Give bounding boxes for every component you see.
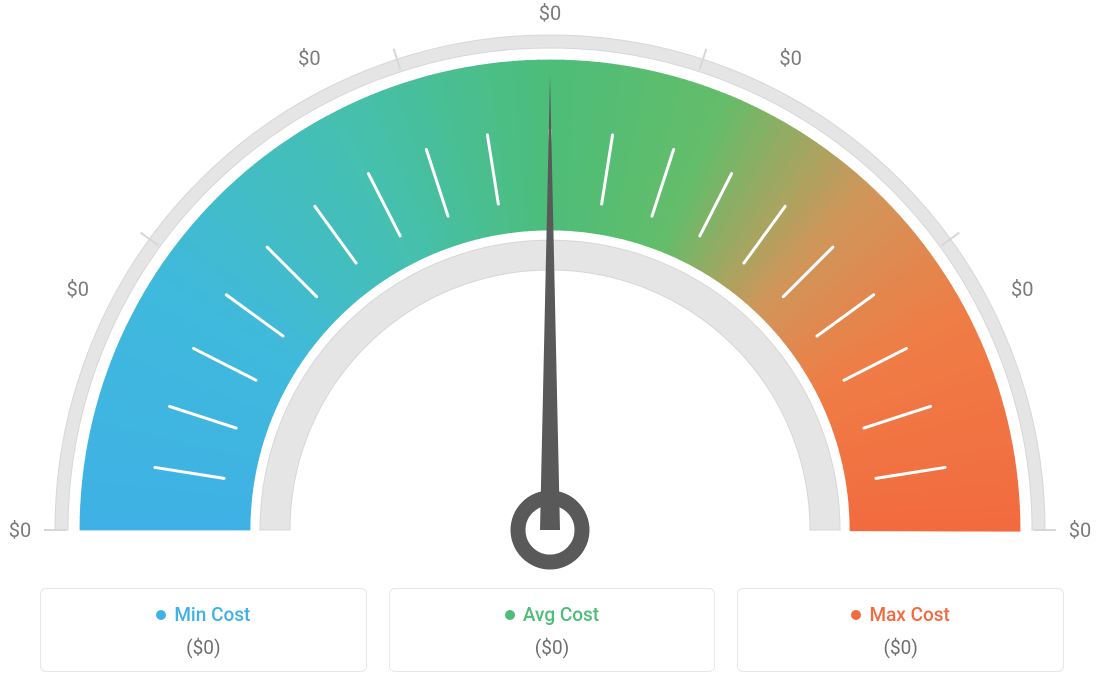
gauge-tick-label: $0 [1011,277,1033,301]
legend-label: Min Cost [174,603,250,626]
legend-dot-icon [505,610,515,620]
gauge-tick-label: $0 [298,46,320,70]
gauge-tick-label: $0 [779,46,801,70]
legend-value: ($0) [400,636,705,659]
cost-gauge-chart: { "gauge": { "type": "gauge", "center_x"… [0,0,1104,690]
legend-title: Avg Cost [505,603,599,626]
gauge-tick-label: $0 [1069,518,1091,542]
legend-card: Min Cost ($0) [40,588,367,672]
legend-label: Max Cost [869,603,949,626]
gauge-tick-label: $0 [539,1,561,25]
legend-row: Min Cost ($0) Avg Cost ($0) Max Cost ($0) [0,588,1104,672]
legend-value: ($0) [748,636,1053,659]
legend-dot-icon [156,610,166,620]
legend-dot-icon [851,610,861,620]
legend-title: Min Cost [156,603,250,626]
gauge-area: $0 $0 $0 $0 $0 $0 $0 [0,0,1104,570]
legend-title: Max Cost [851,603,949,626]
legend-value: ($0) [51,636,356,659]
legend-card: Avg Cost ($0) [389,588,716,672]
legend-card: Max Cost ($0) [737,588,1064,672]
gauge-svg [0,0,1104,570]
gauge-tick-label: $0 [9,518,31,542]
gauge-tick-label: $0 [67,277,89,301]
legend-label: Avg Cost [523,603,599,626]
